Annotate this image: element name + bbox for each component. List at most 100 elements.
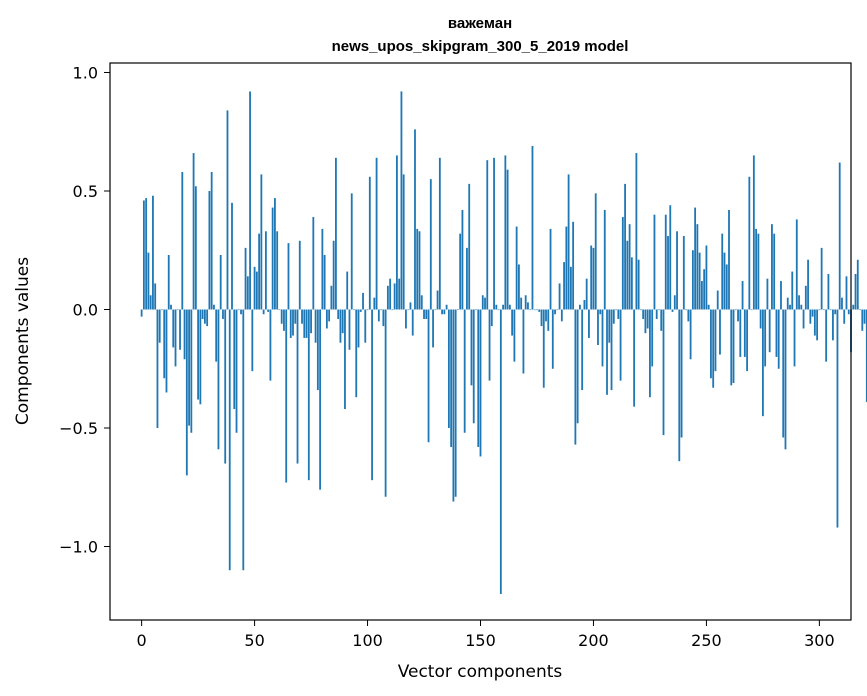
bar-250 — [705, 245, 708, 310]
bar-173 — [531, 145, 534, 310]
bar-42 — [235, 309, 238, 433]
bar-16 — [176, 309, 179, 311]
bar-96 — [357, 309, 360, 348]
bar-303 — [825, 309, 828, 362]
bar-196 — [583, 300, 586, 310]
bar-41 — [233, 309, 236, 410]
bar-279 — [771, 224, 773, 310]
bar-282 — [777, 309, 780, 369]
plot-frame — [109, 62, 852, 621]
bar-268 — [746, 309, 748, 372]
bar-318 — [859, 309, 861, 311]
bar-52 — [258, 233, 261, 310]
bar-43 — [237, 309, 240, 311]
bar-265 — [739, 309, 742, 357]
bar-29 — [206, 309, 209, 327]
bar-146 — [470, 309, 473, 386]
bar-307 — [834, 309, 837, 315]
bar-187 — [563, 262, 565, 310]
bar-258 — [723, 252, 726, 310]
bar-77 — [314, 309, 317, 343]
chart-title-line1: важеман — [448, 15, 512, 32]
y-tick-label: 0.5 — [73, 182, 98, 201]
bar-124 — [420, 295, 423, 310]
bar-312 — [845, 276, 848, 310]
bar-13 — [170, 304, 172, 310]
bar-290 — [795, 219, 798, 310]
bar-292 — [800, 304, 803, 310]
bar-236 — [673, 295, 676, 310]
bar-203 — [599, 309, 602, 315]
bar-57 — [269, 309, 272, 381]
bar-207 — [608, 309, 611, 343]
bar-45 — [242, 309, 245, 571]
bar-243 — [689, 309, 692, 360]
bar-321 — [865, 309, 867, 402]
y-axis-label: Components values — [13, 257, 33, 425]
x-axis-label: Vector components — [398, 662, 563, 682]
bar-44 — [240, 309, 242, 315]
bar-140 — [457, 309, 459, 311]
bar-151 — [481, 295, 484, 310]
bar-191 — [572, 221, 575, 310]
bar-296 — [809, 309, 812, 324]
bar-276 — [764, 309, 767, 367]
bar-315 — [852, 304, 855, 310]
bar-35 — [219, 254, 222, 310]
bar-21 — [188, 309, 190, 426]
bar-319 — [861, 309, 864, 331]
bar-202 — [597, 309, 599, 346]
bar-224 — [646, 309, 649, 329]
bar-293 — [802, 309, 805, 329]
bar-237 — [676, 231, 678, 310]
bar-230 — [660, 309, 663, 331]
y-axis-ticks: −1.0 −0.5 0.0 0.5 1.0 — [59, 63, 110, 557]
bar-194 — [579, 304, 581, 310]
bar-135 — [445, 304, 448, 310]
bar-128 — [429, 179, 432, 310]
bar-60 — [276, 231, 279, 310]
bar-247 — [698, 252, 701, 310]
bar-149 — [477, 309, 480, 447]
bar-197 — [585, 278, 588, 310]
bar-59 — [274, 198, 276, 310]
bar-132 — [438, 157, 441, 310]
bar-308 — [836, 309, 839, 528]
bar-297 — [811, 309, 814, 317]
bar-37 — [224, 309, 227, 464]
bar-62 — [280, 309, 283, 324]
bar-48 — [249, 91, 251, 310]
bar-0 — [140, 309, 143, 317]
bar-198 — [588, 309, 590, 338]
bar-233 — [667, 236, 669, 310]
bar-67 — [292, 309, 294, 336]
bar-179 — [545, 309, 547, 322]
bar-248 — [700, 281, 703, 310]
bar-238 — [678, 309, 681, 462]
bar-239 — [680, 309, 683, 438]
bar-159 — [499, 309, 502, 594]
bar-189 — [567, 174, 570, 310]
bar-87 — [337, 309, 340, 319]
bar-103 — [373, 297, 376, 310]
bar-217 — [630, 257, 633, 310]
bar-277 — [766, 278, 769, 310]
bar-157 — [495, 304, 498, 310]
bar-119 — [409, 302, 412, 310]
bar-205 — [603, 209, 606, 310]
bar-33 — [215, 309, 218, 362]
bar-199 — [590, 245, 593, 310]
bar-301 — [820, 247, 823, 310]
bar-161 — [504, 155, 507, 310]
bar-89 — [341, 309, 344, 334]
bar-288 — [791, 271, 794, 310]
bar-156 — [493, 157, 495, 310]
bar-12 — [167, 254, 170, 310]
bar-200 — [592, 247, 595, 310]
bar-83 — [328, 309, 331, 322]
bar-28 — [203, 309, 206, 324]
x-tick-label: 0 — [137, 631, 147, 650]
bar-17 — [179, 309, 181, 350]
bar-97 — [359, 309, 362, 312]
bar-226 — [651, 309, 654, 367]
